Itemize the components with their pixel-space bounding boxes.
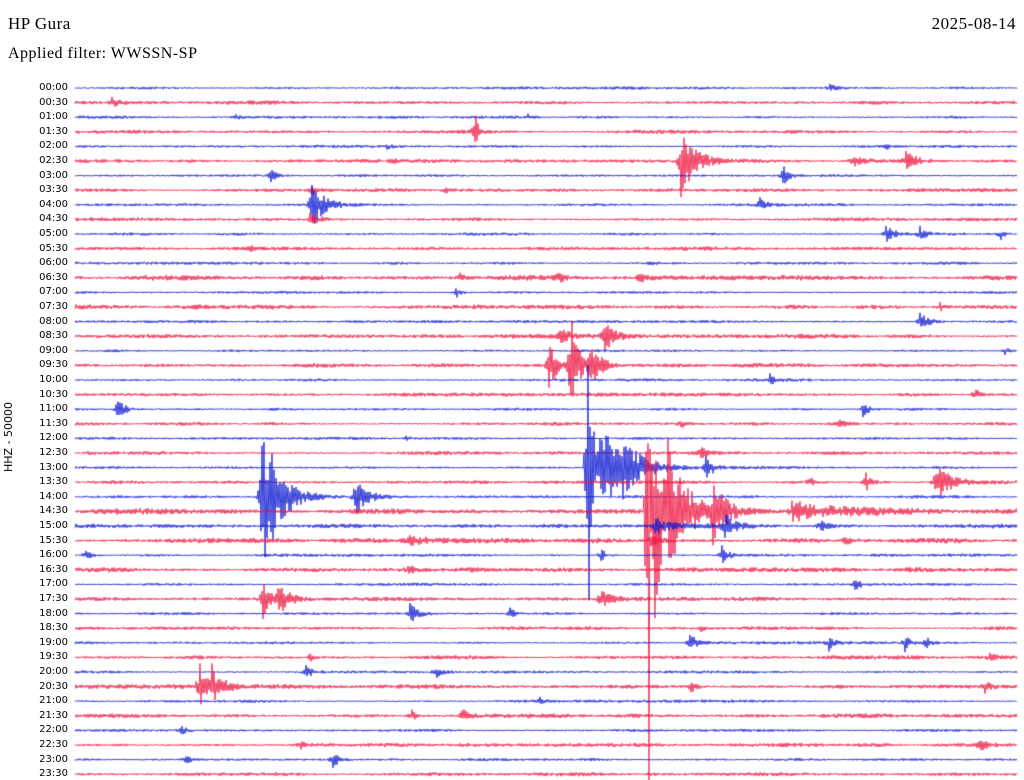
date-label: 2025-08-14 — [931, 14, 1016, 33]
time-label: 09:00 — [39, 344, 68, 356]
time-label: 05:00 — [39, 228, 68, 239]
time-label: 04:30 — [39, 213, 68, 225]
time-label: 03:30 — [39, 184, 68, 196]
time-label: 10:30 — [39, 388, 68, 400]
time-label: 02:00 — [39, 140, 68, 152]
time-label: 00:00 — [39, 82, 68, 93]
time-label: 18:30 — [39, 622, 68, 634]
time-label: 17:30 — [39, 593, 68, 604]
time-label: 20:00 — [39, 666, 68, 677]
time-label: 22:00 — [39, 724, 68, 736]
time-label: 23:00 — [39, 753, 68, 765]
time-label: 02:30 — [39, 155, 68, 166]
time-label: 17:00 — [39, 578, 68, 590]
time-label: 19:00 — [39, 636, 68, 648]
time-label: 04:00 — [39, 198, 68, 210]
time-label: 01:00 — [39, 111, 68, 123]
time-label: 11:00 — [39, 403, 68, 415]
time-label: 07:00 — [39, 286, 68, 298]
filter-label: Applied filter: WWSSN-SP — [8, 45, 198, 62]
time-label: 23:30 — [39, 768, 68, 780]
time-label: 20:30 — [39, 680, 68, 692]
time-axis: 00:00 00:30 01:00 01:30 02:00 02:30 03:00 03:30… — [0, 0, 70, 780]
station-title: HP Gura — [8, 14, 71, 33]
time-label: 06:30 — [39, 271, 68, 283]
time-label: 15:30 — [39, 534, 68, 546]
time-label: 12:30 — [39, 447, 68, 458]
time-label: 12:00 — [39, 432, 68, 444]
time-label: 08:00 — [39, 315, 68, 327]
time-label: 19:30 — [39, 651, 68, 663]
time-label: 10:00 — [39, 374, 68, 385]
time-label: 21:00 — [39, 695, 68, 707]
time-label: 09:30 — [39, 359, 68, 371]
time-label: 06:00 — [39, 257, 68, 269]
time-label: 21:30 — [39, 709, 68, 721]
time-label: 14:00 — [39, 490, 68, 502]
time-label: 00:30 — [39, 96, 68, 108]
time-label: 13:00 — [39, 461, 68, 473]
time-label: 03:00 — [39, 169, 68, 181]
time-label: 08:30 — [39, 330, 68, 342]
time-label: 16:00 — [39, 549, 68, 561]
time-label: 15:00 — [39, 520, 68, 531]
time-label: 18:00 — [39, 607, 68, 619]
time-label: 11:30 — [39, 417, 68, 429]
time-label: 22:30 — [39, 739, 68, 750]
time-label: 16:30 — [39, 563, 68, 575]
time-label: 14:30 — [39, 505, 68, 517]
time-label: 01:30 — [39, 125, 68, 137]
time-label: 07:30 — [39, 301, 68, 312]
time-label: 05:30 — [39, 242, 68, 254]
time-label: 13:30 — [39, 476, 68, 488]
